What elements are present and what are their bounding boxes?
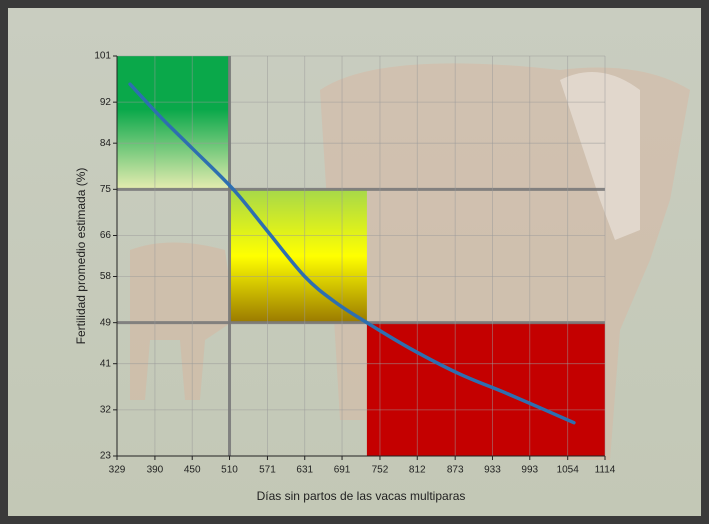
x-tick-label: 752 [372,465,389,476]
y-tick-label: 101 [94,51,111,62]
y-tick-label: 75 [100,184,112,195]
cow-face [560,72,640,240]
y-tick-label: 84 [100,138,112,149]
x-tick-label: 1114 [595,465,616,476]
y-tick-label: 41 [100,358,112,369]
y-tick-label: 66 [100,230,112,241]
x-tick-label: 993 [521,465,538,476]
x-tick-label: 571 [259,465,276,476]
x-tick-label: 631 [296,465,313,476]
x-tick-label: 933 [484,465,501,476]
x-tick-label: 691 [334,465,351,476]
y-tick-label: 23 [100,451,112,462]
y-tick-label: 58 [100,271,112,282]
x-tick-label: 390 [147,465,164,476]
y-tick-label: 32 [100,404,112,415]
x-axis-title: Días sin partos de las vacas multiparas [257,489,466,503]
y-tick-label: 49 [100,317,112,328]
x-tick-label: 873 [447,465,464,476]
x-tick-label: 450 [184,465,201,476]
x-tick-label: 812 [409,465,426,476]
line-series [128,82,576,425]
y-tick-label: 92 [100,97,112,108]
y-axis-title: Fertilidad promedio estimada (%) [74,168,88,345]
x-tick-label: 510 [221,465,238,476]
x-tick-label: 329 [109,465,126,476]
x-tick-label: 1054 [557,465,580,476]
